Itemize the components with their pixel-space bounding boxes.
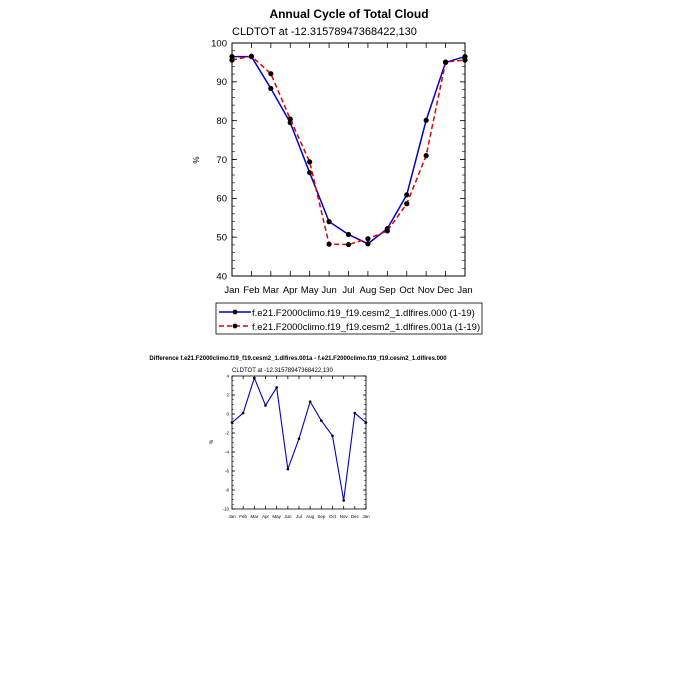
x-tick-marks: Jan Feb Mar Apr May Jun Jul Aug Sep Oct Nov Dec Jan	[224, 43, 473, 296]
x-tick-label: Jan	[228, 514, 236, 519]
y-tick-label: 90	[216, 77, 227, 88]
legend-marker-series-1	[232, 323, 238, 329]
x-tick-label: Aug	[306, 514, 315, 519]
legend-label-series-0: f.e21.F2000climo.f19_f19.cesm2_1.dlfires…	[252, 308, 475, 319]
x-tick-label: Oct	[399, 285, 414, 296]
data-point-series-0	[365, 241, 371, 247]
y-tick-label: -10	[222, 507, 229, 512]
data-point-series-1	[326, 241, 332, 247]
legend: f.e21.F2000climo.f19_f19.cesm2_1.dlfires…	[215, 302, 483, 335]
x-tick-label: Nov	[340, 514, 349, 519]
y-tick-marks: -10 -8 -6 -4 -2 0 2 4	[222, 374, 366, 512]
data-point-series-0	[307, 170, 313, 176]
y-tick-label: -2	[225, 431, 229, 436]
data-point-series-1	[365, 236, 371, 242]
y-tick-marks: 40 50 60 70 80 90 100	[211, 38, 465, 282]
x-tick-label: Jan	[457, 285, 472, 296]
data-point-series-0	[404, 192, 410, 198]
data-point-series-0	[264, 404, 267, 407]
x-tick-label: Dec	[437, 285, 454, 296]
chart-subtitle: CLDTOT at -12.31578947368422,130	[232, 26, 417, 38]
x-tick-label: Feb	[243, 285, 259, 296]
y-tick-label: 80	[216, 116, 227, 127]
data-point-series-0	[253, 376, 256, 380]
x-tick-label: Jun	[321, 285, 336, 296]
legend-marker-series-0	[232, 309, 238, 315]
y-tick-label: 60	[216, 194, 227, 205]
data-point-series-1	[404, 201, 410, 207]
y-tick-label: 40	[216, 271, 227, 282]
y-tick-label: 70	[216, 155, 227, 166]
y-tick-label: 2	[226, 393, 229, 398]
series-layer	[230, 376, 368, 502]
x-tick-label: Jan	[362, 514, 370, 519]
x-tick-label: Dec	[351, 514, 360, 519]
data-point-series-0	[326, 219, 332, 225]
chart-title: Difference f.e21.F2000climo.f19_f19.cesm…	[149, 356, 447, 362]
data-point-series-0	[342, 499, 345, 502]
data-point-series-0	[331, 434, 334, 438]
x-tick-label: May	[301, 285, 319, 296]
y-tick-label: -6	[225, 469, 229, 474]
data-point-series-0	[241, 411, 245, 415]
data-point-series-1	[423, 153, 429, 159]
y-tick-label: -4	[225, 450, 229, 455]
difference-chart: Difference f.e21.F2000climo.f19_f19.cesm…	[149, 356, 447, 519]
y-tick-label: 4	[226, 374, 229, 379]
y-tick-label: -8	[225, 488, 229, 493]
x-tick-label: Mar	[250, 514, 258, 519]
data-point-series-1	[442, 59, 449, 65]
x-tick-label: Jul	[296, 514, 302, 519]
data-point-series-1	[307, 159, 313, 165]
data-point-series-0	[286, 467, 290, 471]
legend-box	[215, 302, 483, 335]
data-point-series-1	[462, 57, 468, 63]
data-point-series-0	[364, 421, 368, 424]
x-tick-label: Oct	[329, 514, 337, 519]
y-axis-label: %	[209, 439, 215, 444]
x-tick-label: Jul	[342, 285, 354, 296]
y-axis-label: %	[192, 156, 201, 163]
data-point-series-0	[345, 231, 352, 238]
x-tick-label: Apr	[262, 514, 270, 519]
x-tick-label: Sep	[317, 514, 326, 519]
legend-label-series-1: f.e21.F2000climo.f19_f19.cesm2_1.dlfires…	[252, 322, 480, 333]
x-tick-label: Jan	[224, 285, 239, 296]
data-point-series-0	[275, 386, 278, 389]
data-point-series-1	[345, 241, 352, 248]
x-tick-label: Apr	[283, 285, 298, 296]
data-point-series-1	[268, 71, 274, 77]
y-tick-label: 50	[216, 232, 227, 243]
x-tick-label: Sep	[379, 285, 396, 296]
x-tick-label: Feb	[239, 514, 247, 519]
y-tick-label: 0	[226, 412, 229, 417]
x-tick-label: Nov	[418, 285, 435, 296]
x-tick-label: Mar	[263, 285, 279, 296]
data-point-series-1	[287, 116, 293, 122]
data-point-series-0	[423, 117, 429, 123]
x-tick-label: Aug	[359, 285, 376, 296]
data-point-series-0	[308, 400, 312, 403]
data-point-series-0	[320, 419, 323, 422]
data-point-series-0	[353, 411, 357, 415]
data-point-series-0	[268, 85, 274, 92]
chart-title: Annual Cycle of Total Cloud	[269, 7, 428, 21]
series-layer	[229, 53, 468, 248]
data-point-series-1	[248, 53, 255, 59]
annual-cycle-chart: Annual Cycle of Total Cloud CLDTOT at -1…	[192, 7, 483, 335]
data-point-series-0	[297, 437, 301, 441]
x-tick-label: Jun	[284, 514, 292, 519]
data-point-series-1	[384, 228, 390, 234]
y-tick-label: 100	[211, 38, 227, 49]
x-tick-label: May	[272, 514, 281, 519]
chart-subtitle: CLDTOT at -12.31578947368422,130	[232, 368, 334, 374]
data-point-series-1	[229, 57, 235, 63]
data-point-series-0	[230, 421, 234, 424]
